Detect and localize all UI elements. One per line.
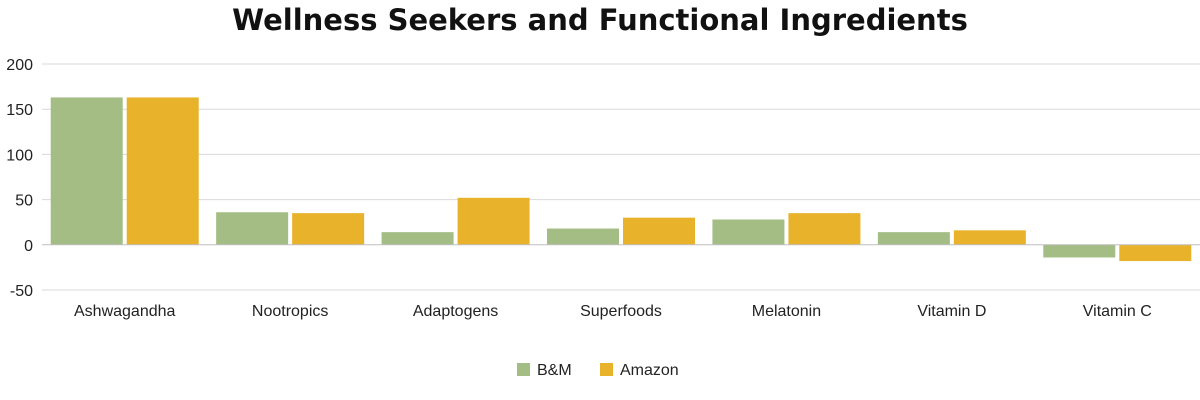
y-tick-label: -50	[10, 283, 33, 300]
bar	[126, 97, 199, 245]
legend: B&M Amazon	[517, 362, 679, 379]
bar	[712, 219, 785, 245]
bar	[216, 212, 289, 245]
bar	[381, 232, 454, 245]
legend-label: Amazon	[620, 362, 679, 379]
chart-title: Wellness Seekers and Functional Ingredie…	[232, 3, 968, 37]
bar	[50, 97, 123, 245]
bar	[292, 213, 365, 245]
y-tick-label: 0	[24, 238, 33, 255]
x-tick-label: Adaptogens	[413, 303, 498, 320]
x-tick-label: Ashwagandha	[74, 303, 176, 320]
x-tick-label: Vitamin C	[1083, 303, 1152, 320]
x-tick-label: Nootropics	[252, 303, 328, 320]
bar	[623, 217, 695, 245]
y-tick-label: 100	[6, 147, 33, 164]
bar	[457, 197, 530, 245]
bars	[42, 97, 1200, 262]
x-tick-label: Superfoods	[580, 303, 662, 320]
bar	[1119, 244, 1192, 262]
bar	[788, 213, 861, 245]
y-tick-label: 200	[6, 57, 33, 74]
bar	[547, 228, 619, 245]
bar	[953, 230, 1026, 245]
y-tick-label: 150	[6, 102, 33, 119]
y-tick-label: 50	[15, 193, 33, 210]
legend-label: B&M	[537, 362, 572, 379]
gridlines	[42, 63, 1200, 291]
x-tick-label: Vitamin D	[917, 303, 986, 320]
x-tick-label: Melatonin	[752, 303, 821, 320]
y-axis-ticks: -50 0 50 100 150 200	[6, 57, 33, 300]
x-axis-ticks: Ashwagandha Nootropics Adaptogens Superfood…	[74, 303, 1152, 320]
bar	[877, 232, 950, 245]
bar	[1043, 244, 1116, 258]
legend-swatch	[600, 363, 613, 376]
legend-swatch	[517, 363, 530, 376]
